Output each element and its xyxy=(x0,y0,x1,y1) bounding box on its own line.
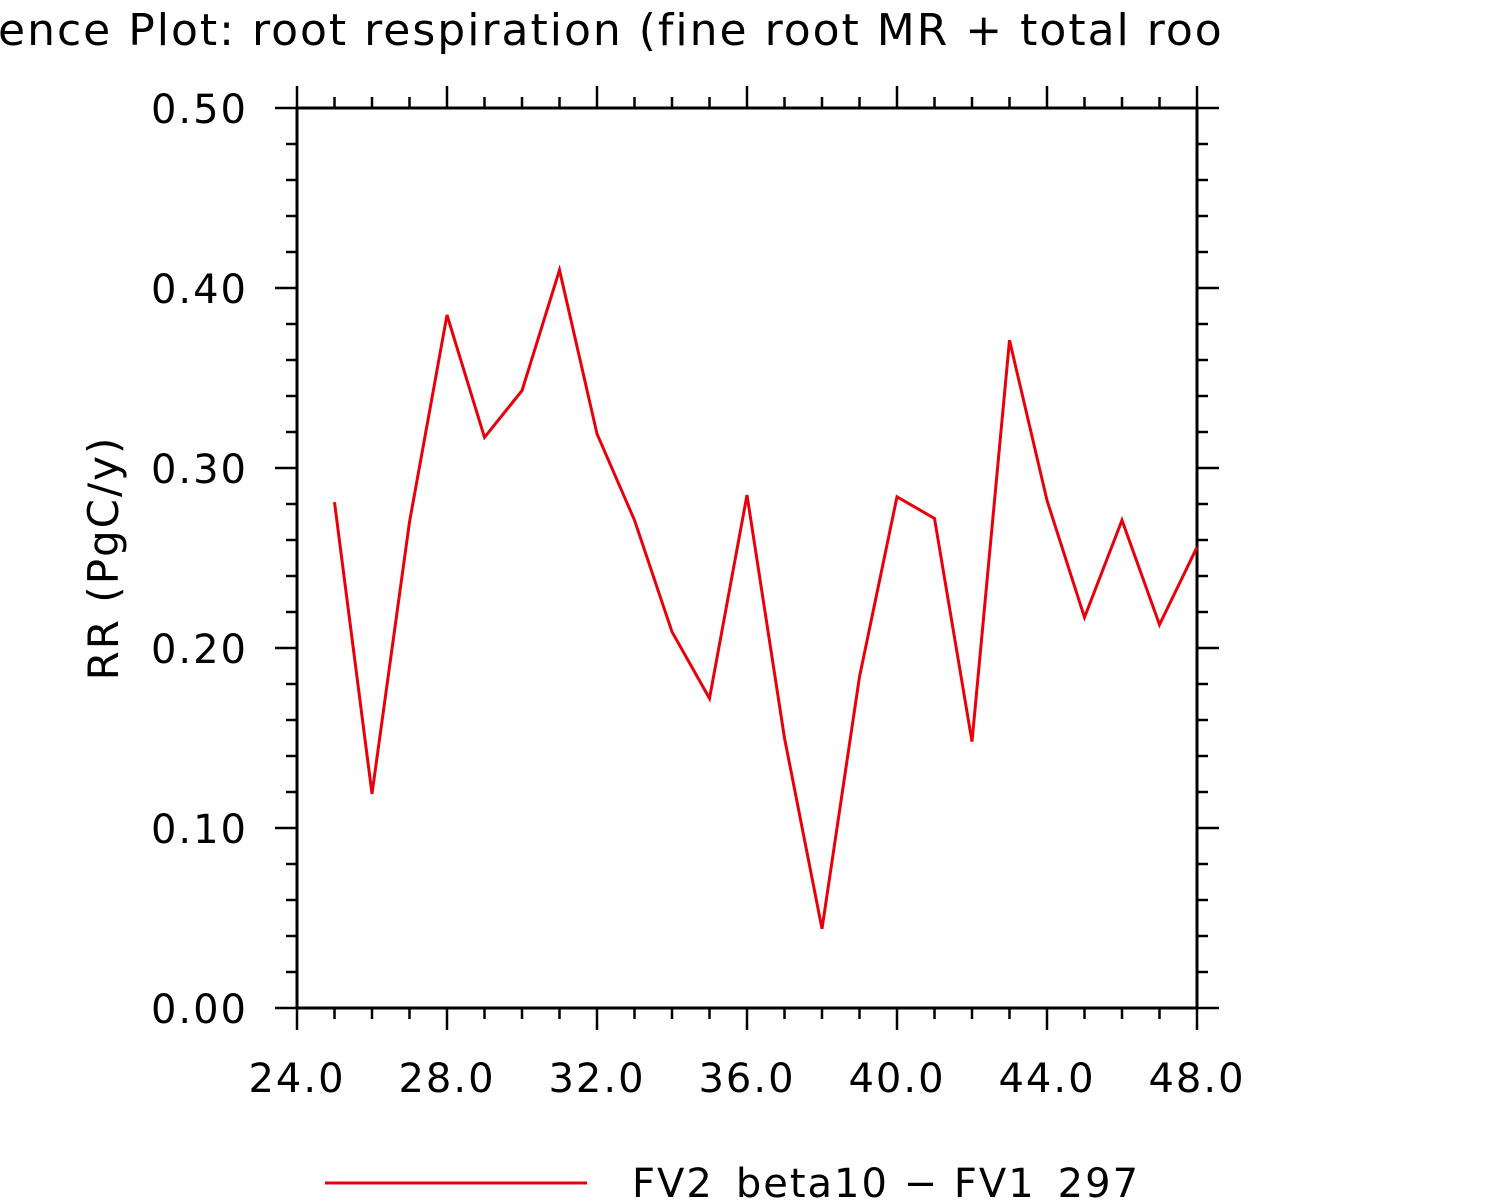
series-layer xyxy=(333,264,1199,930)
y-tick-label: 0.30 xyxy=(151,447,248,493)
x-tick-label: 28.0 xyxy=(398,1056,495,1102)
axis-ticks xyxy=(275,86,1219,1030)
tick-labels: 24.0 28.0 32.0 36.0 40.0 44.0 48.0 0.00 0.10 0.20… xyxy=(151,87,1245,1102)
y-tick-label: 0.50 xyxy=(151,87,248,133)
legend-label: FV2_beta10 − FV1_297 xyxy=(632,1161,1140,1202)
x-tick-label: 32.0 xyxy=(548,1056,645,1102)
chart-title: ence Plot: root respiration (fine root M… xyxy=(0,5,1224,56)
series-line xyxy=(333,264,1199,930)
y-tick-label: 0.00 xyxy=(151,987,248,1033)
x-tick-label: 48.0 xyxy=(1148,1056,1245,1102)
y-tick-label: 0.20 xyxy=(151,627,248,673)
y-axis-label: RR (PgC/y) xyxy=(79,436,128,681)
x-tick-label: 44.0 xyxy=(998,1056,1095,1102)
y-tick-label: 0.10 xyxy=(151,807,248,853)
plot-frame xyxy=(295,106,1199,1010)
x-tick-label: 24.0 xyxy=(248,1056,345,1102)
x-tick-label: 36.0 xyxy=(698,1056,795,1102)
y-tick-label: 0.40 xyxy=(151,267,248,313)
legend: FV2_beta10 − FV1_297 xyxy=(325,1161,1140,1202)
x-tick-label: 40.0 xyxy=(848,1056,945,1102)
